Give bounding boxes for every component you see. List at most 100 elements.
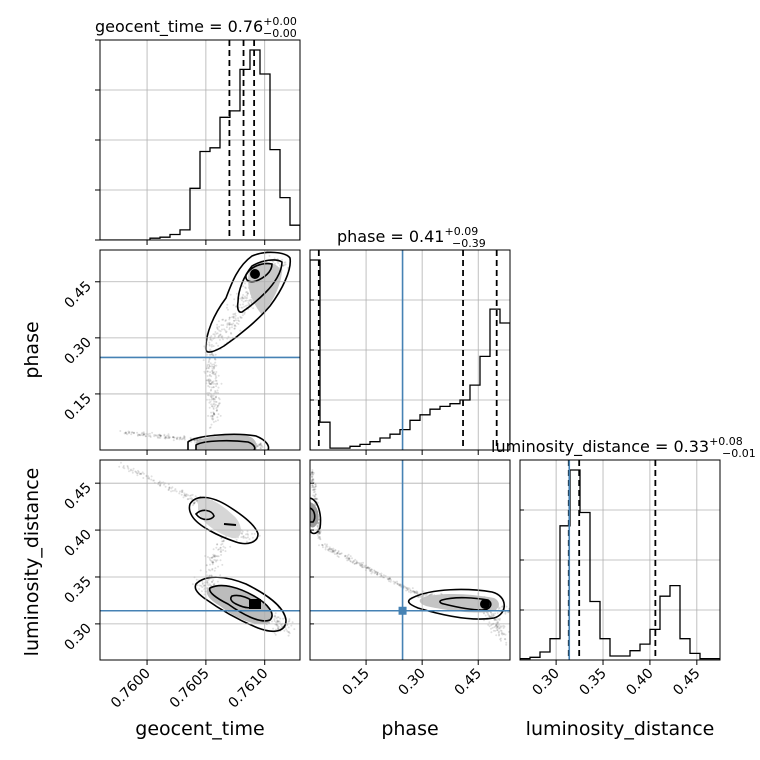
sample-point <box>153 435 156 438</box>
sample-point <box>217 548 220 551</box>
sample-point <box>211 581 214 583</box>
sample-point <box>211 568 214 571</box>
sample-point <box>163 434 166 437</box>
sample-point <box>213 582 216 585</box>
sample-point <box>275 623 278 626</box>
sample-point <box>208 398 211 401</box>
sample-point <box>212 354 214 357</box>
sample-point <box>129 469 132 472</box>
sample-point <box>203 584 206 587</box>
sample-point <box>222 318 225 321</box>
sample-point <box>216 332 219 335</box>
sample-point <box>328 547 331 550</box>
sample-point <box>312 489 314 492</box>
sample-point <box>244 282 246 285</box>
sample-point <box>209 584 212 587</box>
sample-point <box>282 617 285 620</box>
sample-point <box>212 333 215 336</box>
sample-point <box>209 348 212 351</box>
sample-point <box>218 325 221 328</box>
sample-point <box>207 414 210 417</box>
sample-point <box>207 578 210 581</box>
sample-point <box>168 437 171 439</box>
title-main: geocent_time = 0.76 <box>95 17 263 37</box>
sample-point <box>232 313 235 316</box>
sample-point <box>250 301 253 304</box>
sample-point <box>193 501 196 504</box>
sample-point <box>171 489 174 492</box>
sample-point <box>340 552 343 555</box>
sample-point <box>245 291 247 294</box>
sample-point <box>354 558 357 561</box>
sample-point <box>214 391 217 394</box>
sample-point <box>490 624 493 627</box>
sample-point <box>212 408 215 410</box>
sample-point <box>232 317 235 319</box>
sample-point <box>238 320 241 323</box>
sample-point <box>331 550 334 553</box>
sample-point <box>235 305 238 308</box>
sample-point <box>260 445 262 447</box>
sample-point <box>285 628 288 631</box>
sample-point <box>201 582 204 584</box>
sample-point <box>246 530 249 533</box>
sample-point <box>212 553 215 556</box>
sample-point <box>386 577 389 580</box>
sample-point <box>218 548 221 551</box>
sample-point <box>163 483 165 486</box>
sample-point <box>122 465 125 467</box>
sample-point <box>239 297 242 300</box>
sample-point <box>314 493 317 496</box>
sample-point <box>231 323 234 326</box>
sample-point <box>248 298 251 301</box>
sample-point <box>138 434 141 436</box>
sample-point <box>496 626 499 629</box>
sample-point <box>192 504 194 507</box>
sample-point <box>324 546 327 549</box>
ylabel-phase: phase <box>21 321 43 378</box>
sample-point <box>217 344 220 347</box>
sample-point <box>409 589 412 592</box>
sample-point <box>373 572 376 575</box>
sample-point <box>380 572 383 575</box>
sample-point <box>173 436 176 439</box>
sample-point <box>376 573 379 576</box>
sample-point <box>488 615 491 618</box>
sample-point <box>212 397 215 400</box>
sample-point <box>216 326 219 329</box>
sample-point <box>228 318 231 321</box>
sample-point <box>336 552 339 555</box>
sample-point <box>389 577 392 580</box>
sample-point <box>492 614 495 617</box>
sample-point <box>503 633 505 636</box>
sample-point <box>283 629 286 632</box>
sample-point <box>202 359 205 362</box>
sample-point <box>220 324 223 327</box>
sample-point <box>490 614 493 617</box>
sample-point <box>412 590 415 593</box>
sample-point <box>206 574 209 577</box>
sample-point <box>144 435 147 438</box>
sample-point <box>344 555 347 557</box>
sample-point <box>258 534 261 537</box>
sample-point <box>159 434 162 437</box>
sample-point <box>324 548 327 551</box>
sample-point <box>193 502 195 505</box>
sample-point <box>316 533 319 536</box>
sample-point <box>397 583 400 586</box>
sample-point <box>495 624 498 627</box>
sample-point <box>211 414 214 417</box>
sample-point <box>233 319 236 322</box>
sample-point <box>501 631 503 634</box>
sample-point <box>208 583 211 586</box>
sample-point <box>214 559 217 562</box>
sample-point <box>136 472 139 475</box>
sample-point <box>232 304 235 307</box>
sample-point <box>222 540 224 543</box>
sample-point <box>496 629 499 632</box>
sample-point <box>493 626 496 629</box>
sample-point <box>241 306 244 309</box>
sample-point <box>317 501 320 504</box>
sample-point <box>214 374 217 377</box>
sample-point <box>311 471 314 474</box>
